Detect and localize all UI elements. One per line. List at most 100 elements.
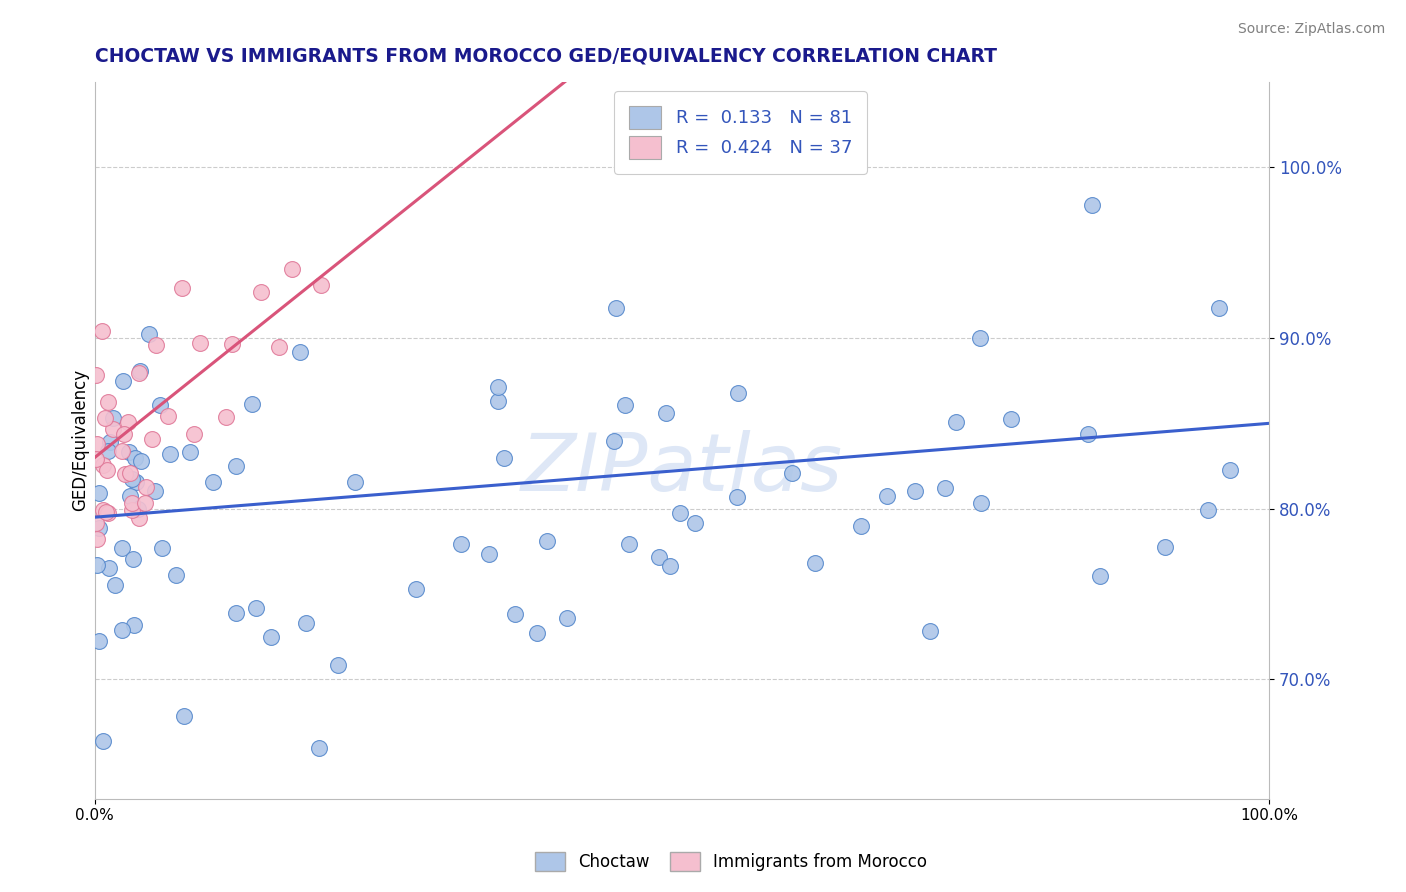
Point [288, 345, 311, 359]
Point [450, 537, 472, 551]
Point [121, 496, 143, 510]
Point [135, 480, 157, 494]
Point [225, 459, 247, 474]
Point [605, 301, 627, 315]
Point [141, 432, 163, 446]
Point [1219, 463, 1241, 477]
Point [97, 561, 120, 575]
Point [87, 521, 110, 535]
Point [851, 518, 873, 533]
Point [118, 466, 141, 480]
Point [225, 606, 247, 620]
Point [685, 516, 707, 531]
Point [1208, 301, 1230, 315]
Point [173, 708, 195, 723]
Point [215, 409, 238, 424]
Y-axis label: GED/Equivalency: GED/Equivalency [72, 369, 89, 511]
Point [120, 489, 142, 503]
Point [486, 393, 509, 408]
Point [101, 411, 124, 425]
Point [281, 261, 304, 276]
Point [725, 490, 748, 504]
Point [492, 450, 515, 465]
Point [619, 537, 641, 551]
Point [172, 281, 194, 295]
Point [159, 447, 181, 461]
Point [121, 503, 143, 517]
Point [536, 533, 558, 548]
Point [245, 600, 267, 615]
Legend: R =  0.133   N = 81, R =  0.424   N = 37: R = 0.133 N = 81, R = 0.424 N = 37 [614, 91, 868, 174]
Point [86, 558, 108, 572]
Point [240, 396, 263, 410]
Point [405, 582, 427, 596]
Point [478, 547, 501, 561]
Point [150, 541, 173, 556]
Point [969, 331, 991, 345]
Point [267, 340, 290, 354]
Point [1077, 426, 1099, 441]
Text: ZIPatlas: ZIPatlas [520, 430, 844, 508]
Point [97, 394, 120, 409]
Point [124, 450, 146, 465]
Point [143, 484, 166, 499]
Point [111, 444, 134, 458]
Point [121, 473, 143, 487]
Point [111, 541, 134, 556]
Point [486, 380, 509, 394]
Point [91, 324, 114, 338]
Point [112, 427, 135, 442]
Point [1088, 569, 1111, 583]
Point [526, 626, 548, 640]
Point [94, 506, 117, 520]
Point [782, 467, 804, 481]
Point [110, 623, 132, 637]
Legend: Choctaw, Immigrants from Morocco: Choctaw, Immigrants from Morocco [527, 843, 935, 880]
Point [250, 285, 273, 299]
Text: Source: ZipAtlas.com: Source: ZipAtlas.com [1237, 22, 1385, 37]
Point [183, 426, 205, 441]
Point [122, 551, 145, 566]
Point [309, 277, 332, 292]
Point [1081, 197, 1104, 211]
Point [505, 607, 527, 622]
Point [260, 630, 283, 644]
Point [555, 611, 578, 625]
Point [659, 558, 682, 573]
Point [165, 568, 187, 582]
Point [128, 366, 150, 380]
Point [201, 475, 224, 490]
Point [145, 338, 167, 352]
Point [179, 445, 201, 459]
Point [124, 618, 146, 632]
Point [86, 532, 108, 546]
Point [89, 486, 111, 500]
Point [157, 409, 180, 423]
Point [920, 624, 942, 638]
Point [129, 364, 152, 378]
Point [221, 336, 243, 351]
Point [1197, 503, 1219, 517]
Point [727, 385, 749, 400]
Point [669, 507, 692, 521]
Point [91, 503, 114, 517]
Point [803, 556, 825, 570]
Point [308, 740, 330, 755]
Point [190, 335, 212, 350]
Point [934, 481, 956, 495]
Point [91, 734, 114, 748]
Point [945, 415, 967, 429]
Point [98, 434, 121, 449]
Point [96, 463, 118, 477]
Point [128, 511, 150, 525]
Point [117, 415, 139, 429]
Point [603, 434, 626, 449]
Point [86, 437, 108, 451]
Point [118, 444, 141, 458]
Point [127, 501, 149, 516]
Point [101, 422, 124, 436]
Point [84, 368, 107, 382]
Point [876, 489, 898, 503]
Point [131, 454, 153, 468]
Point [149, 398, 172, 412]
